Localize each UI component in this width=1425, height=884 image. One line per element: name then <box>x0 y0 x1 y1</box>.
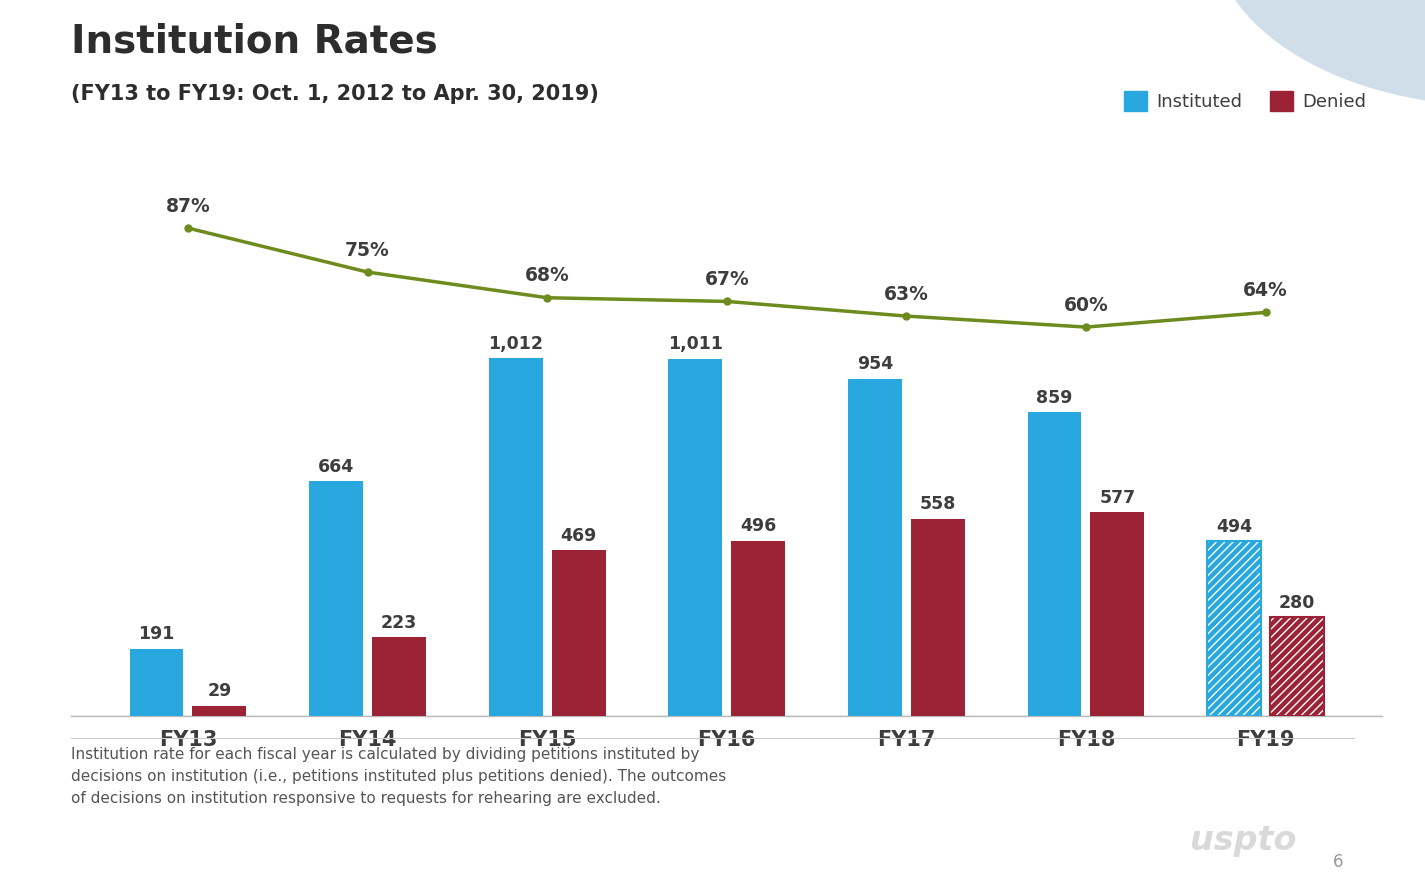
Bar <box>1207 541 1261 716</box>
Text: (FY13 to FY19: Oct. 1, 2012 to Apr. 30, 2019): (FY13 to FY19: Oct. 1, 2012 to Apr. 30, … <box>71 84 598 104</box>
Text: 1,012: 1,012 <box>489 335 543 353</box>
Text: 64%: 64% <box>1243 281 1288 300</box>
Text: uspto: uspto <box>1190 825 1297 857</box>
Text: 6: 6 <box>1332 853 1342 871</box>
Legend: Instituted, Denied: Instituted, Denied <box>1117 84 1374 118</box>
Bar <box>911 519 965 716</box>
Text: 577: 577 <box>1099 489 1136 507</box>
Text: 280: 280 <box>1278 594 1315 612</box>
Bar <box>130 649 184 716</box>
Text: 67%: 67% <box>704 270 750 289</box>
Text: 63%: 63% <box>884 285 929 304</box>
Text: 859: 859 <box>1036 389 1073 407</box>
Bar <box>1270 617 1324 716</box>
Bar <box>192 705 247 716</box>
Text: 1,011: 1,011 <box>668 335 722 354</box>
Bar <box>1270 617 1324 716</box>
Bar <box>489 358 543 716</box>
Text: 954: 954 <box>856 355 893 373</box>
Bar <box>1090 512 1144 716</box>
Text: 494: 494 <box>1216 518 1253 536</box>
Wedge shape <box>1221 0 1425 106</box>
Bar <box>668 359 722 716</box>
Text: Institution Rates: Institution Rates <box>71 22 437 60</box>
Bar <box>1027 412 1082 716</box>
Bar <box>848 378 902 716</box>
Bar <box>551 550 606 716</box>
Bar <box>1207 541 1261 716</box>
Bar <box>1207 541 1261 716</box>
Text: 558: 558 <box>919 495 956 514</box>
Text: 29: 29 <box>207 682 231 700</box>
Text: 75%: 75% <box>345 240 390 260</box>
Text: 87%: 87% <box>165 197 211 216</box>
Text: Institution rate for each fiscal year is calculated by dividing petitions instit: Institution rate for each fiscal year is… <box>71 747 727 806</box>
Text: 469: 469 <box>560 527 597 545</box>
Text: 60%: 60% <box>1063 296 1109 315</box>
Text: 664: 664 <box>318 458 355 476</box>
Bar <box>309 481 363 716</box>
Text: 496: 496 <box>740 517 777 536</box>
Text: 68%: 68% <box>524 266 570 286</box>
Bar <box>731 541 785 716</box>
Text: 191: 191 <box>138 625 175 644</box>
Bar <box>1270 617 1324 716</box>
Bar <box>372 637 426 716</box>
Text: 223: 223 <box>380 613 418 632</box>
